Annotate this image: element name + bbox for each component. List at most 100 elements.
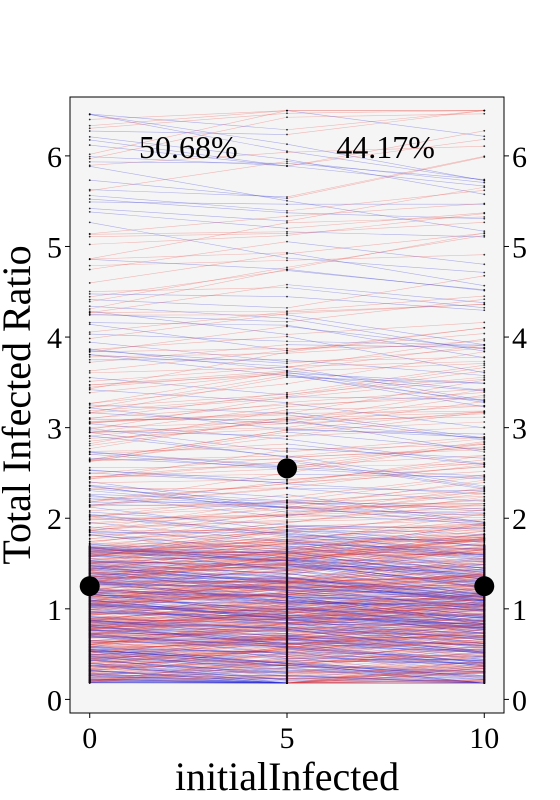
sample-point <box>483 301 486 304</box>
mean-marker <box>474 576 495 597</box>
trajectory-segment <box>89 608 288 615</box>
sample-point <box>483 344 486 346</box>
trajectory-segment <box>89 654 288 666</box>
trajectory-segment <box>89 198 288 214</box>
trajectory-segment <box>286 627 485 645</box>
trajectory-segment <box>286 573 485 587</box>
trajectory-segment <box>89 350 288 372</box>
trajectory-segment <box>286 680 485 682</box>
sample-point <box>88 453 91 456</box>
trajectory-segment <box>286 642 485 667</box>
trajectory-segment <box>286 626 485 633</box>
trajectory-segment <box>89 601 288 604</box>
sample-point <box>286 402 288 405</box>
trajectory-segment <box>286 564 485 585</box>
sample-point <box>88 268 91 271</box>
trajectory-segment <box>286 614 485 620</box>
trajectory-segment <box>286 462 485 481</box>
trajectory-segment <box>286 596 485 606</box>
sample-point <box>483 236 486 238</box>
trajectory-segment <box>286 563 485 575</box>
trajectory-segment <box>286 159 485 195</box>
sample-point <box>88 164 91 167</box>
trajectory-segment <box>286 613 485 625</box>
trajectory-segment <box>89 599 288 623</box>
trajectory-segment <box>286 110 485 135</box>
trajectory-segment <box>89 596 288 610</box>
trajectory-segment <box>89 665 288 674</box>
trajectory-segment <box>286 647 485 666</box>
trajectory-segment <box>89 649 288 653</box>
trajectory-segment <box>89 502 288 511</box>
trajectory-segment <box>286 664 485 681</box>
sample-point <box>483 518 486 521</box>
trajectory-segment <box>89 677 288 680</box>
trajectory-segment <box>89 513 288 531</box>
trajectory-segment <box>286 502 485 505</box>
trajectory-segment <box>89 603 288 607</box>
trajectory-segment <box>286 581 485 583</box>
trajectory-segment <box>89 522 288 542</box>
sample-point <box>483 202 486 205</box>
trajectory-segment <box>286 212 485 229</box>
trajectory-segment <box>286 651 485 666</box>
trajectory-segment <box>286 630 485 643</box>
trajectory-segment <box>89 448 288 452</box>
sample-point <box>483 181 486 184</box>
sample-point <box>286 109 288 112</box>
x-tick-label: 5 <box>280 722 295 755</box>
trajectory-segment <box>286 641 485 663</box>
trajectory-segment <box>89 648 288 670</box>
trajectory-segment <box>286 551 485 580</box>
sample-point <box>88 221 91 224</box>
trajectory-segment <box>286 534 485 543</box>
sample-point <box>88 488 91 490</box>
trajectory-segment <box>286 629 485 653</box>
trajectory-segment <box>89 646 288 667</box>
trajectory-segment <box>286 392 485 407</box>
trajectory-segment <box>89 592 288 605</box>
trajectory-segment <box>89 546 288 559</box>
trajectory-segment <box>89 532 288 553</box>
trajectory-segment <box>89 640 288 667</box>
trajectory-segment <box>89 623 288 629</box>
trajectory-segment <box>286 654 485 659</box>
trajectory-segment <box>89 640 288 648</box>
trajectory-segment <box>89 582 288 590</box>
trajectory-segment <box>286 561 485 584</box>
trajectory-segment <box>89 562 288 584</box>
trajectory-segment <box>286 607 485 622</box>
trajectory-segment <box>89 651 288 659</box>
sample-point <box>286 456 288 459</box>
sample-point <box>286 352 288 355</box>
trajectory-segment <box>89 624 288 645</box>
trajectory-segment <box>89 586 288 591</box>
trajectory-segment <box>89 483 288 503</box>
sample-point <box>88 472 91 475</box>
trajectory-segment <box>89 605 288 630</box>
trajectory-segment <box>89 550 288 554</box>
trajectory-segment <box>286 668 485 681</box>
trajectory-segment <box>89 600 288 621</box>
trajectory-segment <box>89 559 288 569</box>
trajectory-segment <box>286 597 485 616</box>
trajectory-segment <box>89 671 288 677</box>
trajectory-segment <box>286 543 485 550</box>
trajectory-segment <box>286 619 485 629</box>
trajectory-segment <box>89 636 288 662</box>
sample-point <box>286 164 288 167</box>
y-tick-label-left: 4 <box>47 322 62 355</box>
sample-point <box>286 227 288 230</box>
trajectory-segment <box>286 573 485 596</box>
trajectory-segment <box>89 635 288 654</box>
trajectory-segment <box>89 553 288 581</box>
trajectory-segment <box>89 469 288 484</box>
trajectory-segment <box>286 501 485 512</box>
trajectory-segment <box>286 600 485 623</box>
trajectory-segment <box>286 636 485 639</box>
trajectory-segment <box>89 569 288 582</box>
trajectory-segment <box>89 613 288 626</box>
trajectory-segment <box>89 549 288 572</box>
trajectory-segment <box>286 600 485 608</box>
trajectory-segment <box>89 351 288 390</box>
